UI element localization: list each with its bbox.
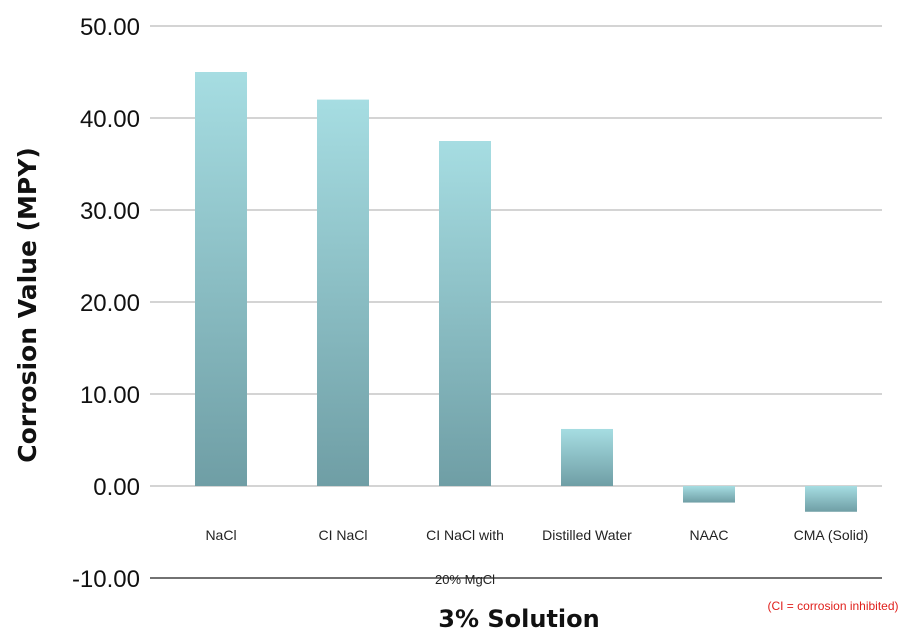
category-label: NaCl — [205, 527, 236, 543]
y-tick-label: 40.00 — [80, 106, 140, 133]
bar — [439, 141, 491, 486]
y-tick-label: 50.00 — [80, 14, 140, 41]
y-tick-labels: 50.00 40.00 30.00 20.00 10.00 0.00 -10.00 — [72, 14, 140, 593]
y-tick-label: 20.00 — [80, 290, 140, 317]
bar — [561, 428, 613, 486]
bar — [317, 99, 369, 486]
footnote: (CI = corrosion inhibited) — [767, 599, 898, 613]
y-tick-label: -10.00 — [72, 566, 140, 593]
y-tick-label: 30.00 — [80, 198, 140, 225]
gridlines — [150, 25, 882, 579]
category-sublabel: 20% MgCl — [435, 572, 495, 587]
bar — [683, 486, 735, 503]
category-label: CI NaCl — [318, 527, 367, 543]
y-tick-label: 0.00 — [93, 474, 140, 501]
bar — [195, 72, 247, 486]
y-axis-title: Corrosion Value (MPY) — [13, 147, 42, 463]
x-axis-title: 3% Solution — [438, 605, 599, 633]
category-label: Distilled Water — [542, 527, 632, 543]
category-labels: NaCl CI NaCl CI NaCl with 20% MgCl Distilled… — [205, 527, 868, 587]
bars — [195, 72, 857, 512]
category-label: CI NaCl with — [426, 527, 504, 543]
bar — [805, 486, 857, 512]
category-label: NAAC — [690, 527, 729, 543]
y-tick-label: 10.00 — [80, 382, 140, 409]
category-label: CMA (Solid) — [794, 527, 869, 543]
